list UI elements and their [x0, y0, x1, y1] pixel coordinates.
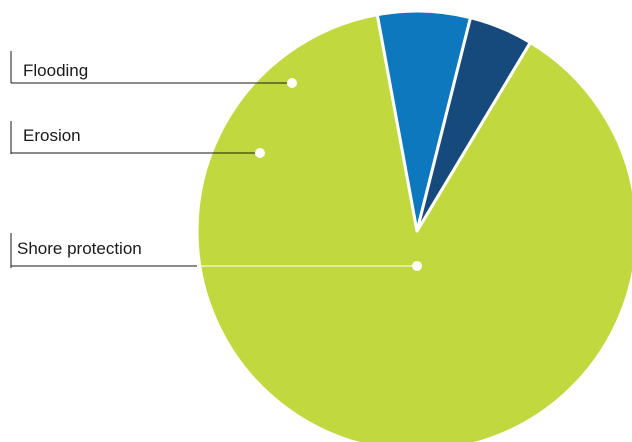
slice-label-shore-protection: Shore protection [17, 239, 142, 258]
slice-label-erosion: Erosion [23, 126, 81, 145]
slice-label-flooding: Flooding [23, 61, 88, 80]
pie-slice-flooding [415, 16, 532, 233]
label-marker-flooding [287, 78, 297, 88]
pie-slices [195, 9, 632, 442]
pie-labels: Shore protection Erosion Flooding [10, 51, 422, 271]
pie-slice-shore-protection [195, 13, 632, 442]
label-marker-erosion [255, 148, 265, 158]
label-marker-shore-protection [412, 261, 422, 271]
